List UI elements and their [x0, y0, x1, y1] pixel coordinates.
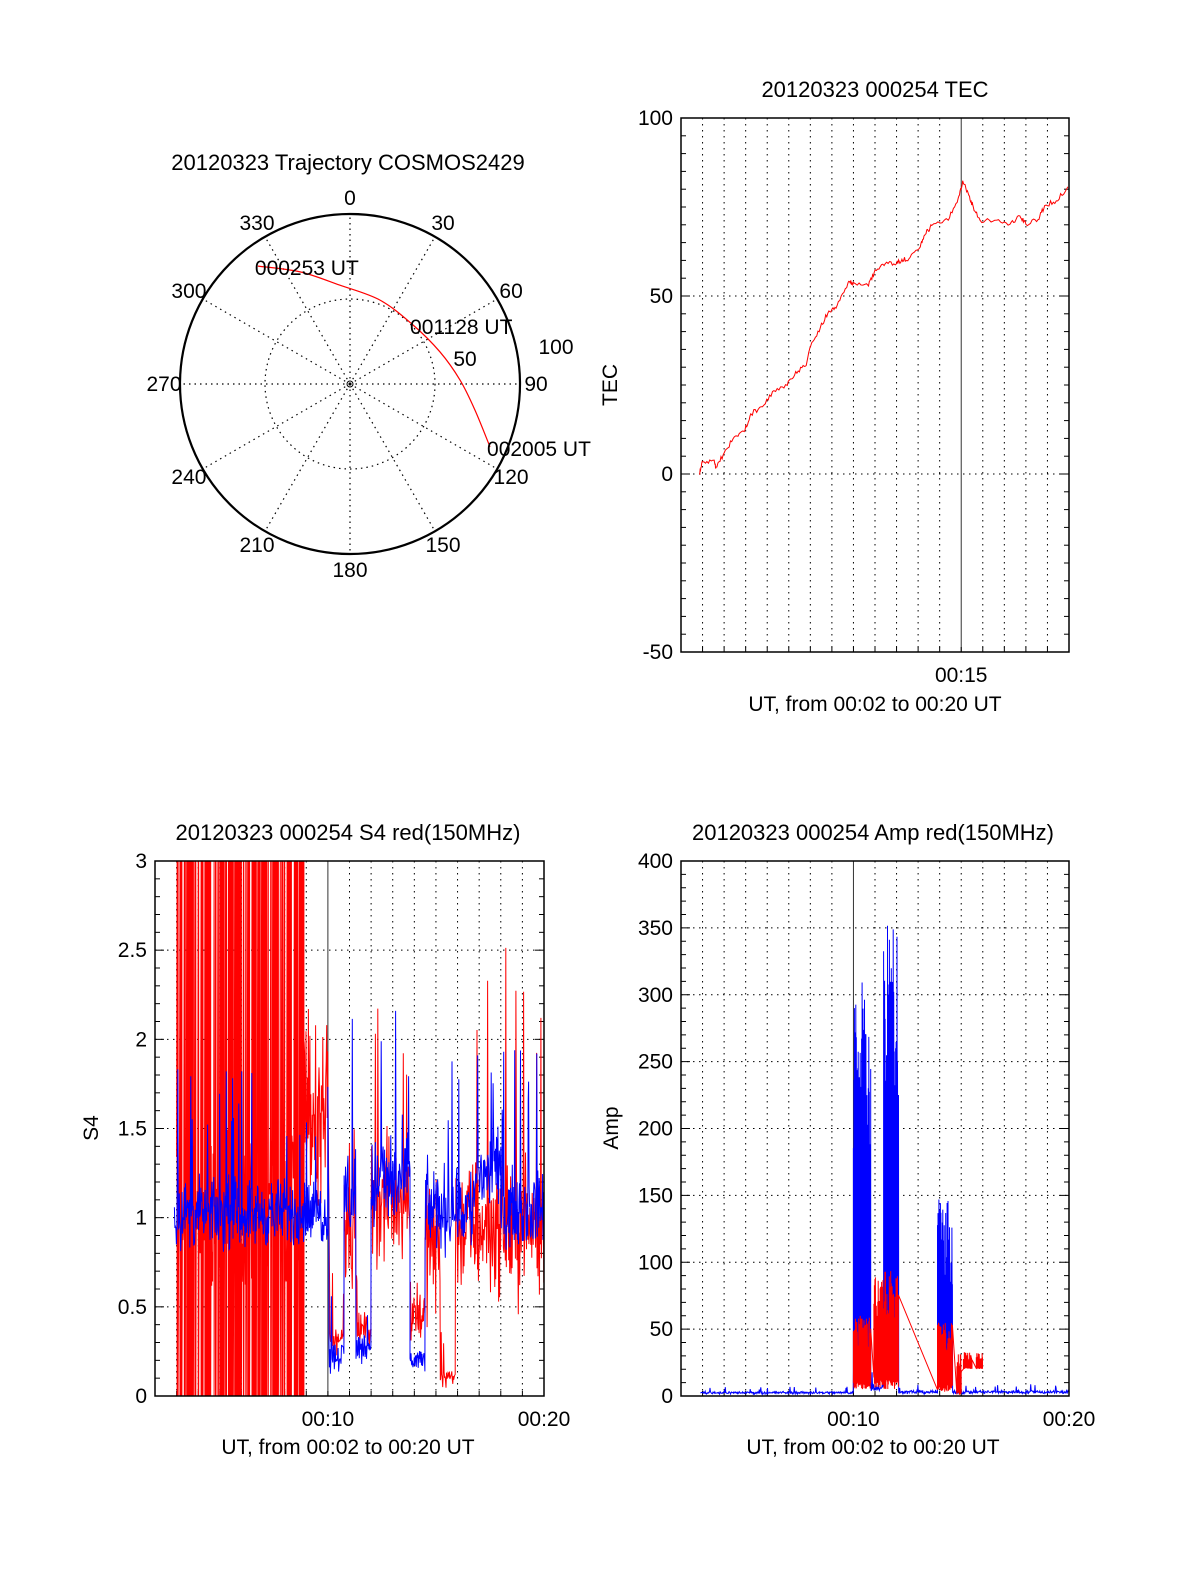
s4-xtick-label: 00:10 — [302, 1408, 355, 1431]
amp-plot: 0 50 100 150 200 250 300 350 400 00:10 00:20 — [638, 850, 1095, 1431]
trajectory-time-label: 000253 UT — [255, 257, 359, 280]
polar-angle-label: 300 — [171, 280, 206, 303]
s4-xtick-label: 00:20 — [518, 1408, 571, 1431]
amp-ytick-label: 0 — [661, 1385, 673, 1408]
polar-plot: 0 30 60 90 120 150 180 210 240 270 300 330 50 100 0002… — [146, 187, 591, 582]
polar-outer-circle — [178, 212, 522, 556]
polar-spoke — [349, 298, 498, 385]
polar-spoke — [349, 383, 498, 470]
amp-series-amp-blue — [700, 925, 1069, 1396]
amp-ylabel: Amp — [600, 1106, 623, 1149]
polar-spoke — [264, 383, 351, 532]
s4-ytick-label: 2 — [135, 1028, 147, 1051]
amp-axes-frame — [680, 860, 1070, 1397]
amp-ytick-label: 100 — [638, 1251, 673, 1274]
amp-ytick-label: 300 — [638, 984, 673, 1007]
amp-ytick-label: 350 — [638, 917, 673, 940]
amp-ytick-label: 150 — [638, 1184, 673, 1207]
s4-ylabel: S4 — [80, 1115, 103, 1141]
tec-ytick-label: 50 — [650, 285, 673, 308]
s4-ytick-label: 3 — [135, 850, 147, 873]
amp-xtick-label: 00:20 — [1043, 1408, 1096, 1431]
s4-ytick-label: 0.5 — [118, 1296, 147, 1319]
s4-ytick-label: 1 — [135, 1207, 147, 1230]
tec-xlabel: UT, from 00:02 to 00:20 UT — [748, 693, 1001, 716]
amp-title: 20120323 000254 Amp red(150MHz) — [692, 820, 1054, 845]
tec-title: 20120323 000254 TEC — [761, 77, 988, 102]
polar-spoke — [202, 383, 351, 470]
polar-radial-label: 50 — [453, 348, 476, 371]
polar-spoke — [349, 383, 436, 532]
amp-series-group — [700, 925, 1069, 1396]
amp-xtick-label: 00:10 — [827, 1408, 880, 1431]
polar-angle-label: 210 — [239, 534, 274, 557]
polar-spoke — [202, 298, 351, 385]
tec-ytick-label: 100 — [638, 107, 673, 130]
polar-angle-label: 270 — [146, 373, 181, 396]
s4-series-group — [173, 861, 544, 1396]
polar-angle-label: 120 — [494, 466, 529, 489]
s4-ytick-label: 0 — [135, 1385, 147, 1408]
polar-spoke — [349, 236, 436, 385]
s4-xlabel: UT, from 00:02 to 00:20 UT — [221, 1436, 474, 1459]
polar-radial-label: 100 — [538, 336, 573, 359]
polar-angle-label: 240 — [171, 466, 206, 489]
tec-ytick-label: 0 — [661, 463, 673, 486]
s4-ytick-label: 1.5 — [118, 1118, 147, 1141]
polar-spoke — [264, 236, 351, 385]
polar-angle-label: 30 — [431, 212, 454, 235]
tec-series-tec — [699, 180, 1069, 475]
s4-axes-frame — [154, 860, 545, 1397]
polar-title: 20120323 Trajectory COSMOS2429 — [171, 150, 524, 175]
tec-ytick-label: -50 — [643, 641, 673, 664]
amp-ytick-label: 200 — [638, 1118, 673, 1141]
amp-series-amp-red — [852, 1271, 983, 1395]
tec-plot: -50 0 50 100 00:15 — [638, 107, 1070, 687]
polar-angle-label: 180 — [332, 559, 367, 582]
s4-ytick-label: 2.5 — [118, 939, 147, 962]
polar-angle-label: 0 — [344, 187, 356, 210]
tec-series-group — [699, 180, 1069, 475]
tec-ylabel: TEC — [599, 364, 622, 406]
trajectory-time-label: 001128 UT — [410, 316, 513, 339]
amp-ytick-label: 50 — [650, 1318, 673, 1341]
polar-angle-label: 150 — [425, 534, 460, 557]
s4-plot: 0 0.5 1 1.5 2 2.5 3 00:10 00:20 — [118, 850, 570, 1431]
tec-axes-frame — [680, 117, 1070, 653]
polar-inner-circle — [264, 298, 436, 470]
polar-angle-label: 60 — [499, 280, 522, 303]
polar-angle-label: 90 — [524, 373, 547, 396]
trajectory-time-label: 002005 UT — [487, 438, 591, 461]
trajectory-line — [257, 265, 491, 448]
polar-angle-label: 330 — [239, 212, 274, 235]
polar-center-mark — [346, 380, 354, 388]
tec-xtick-label: 00:15 — [935, 664, 988, 687]
s4-title: 20120323 000254 S4 red(150MHz) — [176, 820, 521, 845]
amp-xlabel: UT, from 00:02 to 00:20 UT — [746, 1436, 999, 1459]
s4-series-s4-blue — [173, 1010, 544, 1374]
amp-ytick-label: 250 — [638, 1051, 673, 1074]
amp-ytick-label: 400 — [638, 850, 673, 873]
